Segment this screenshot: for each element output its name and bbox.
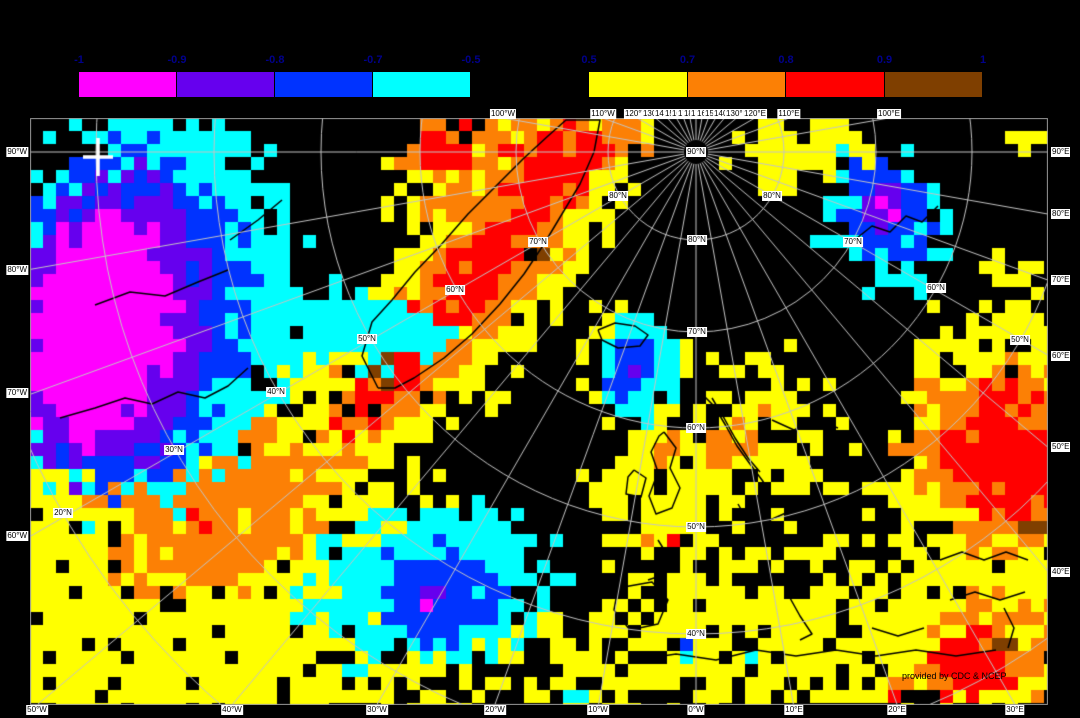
colorbar-segment (79, 72, 177, 97)
lat-label: 40°N (266, 387, 286, 397)
colorbar-tick-label: 0.7 (679, 54, 696, 66)
colorbar-segment (373, 72, 471, 97)
lat-label: 80°N (608, 191, 628, 201)
lon-label-bottom: 20°W (484, 705, 506, 715)
colorbar-tick-label: -0.5 (461, 54, 481, 66)
lon-label-bottom: 40°W (221, 705, 243, 715)
colorbar-tick-label: -1 (74, 54, 84, 66)
colorbar-segment (177, 72, 275, 97)
colorbar-tick-label: 0.5 (581, 54, 597, 66)
lon-label-top: 110°W (590, 109, 616, 119)
lat-label: 70°N (528, 237, 548, 247)
lat-label: 70°N (687, 327, 707, 337)
lon-label-left: 70°W (6, 388, 28, 398)
colorbar-segment (589, 72, 688, 97)
colorbar-negative (79, 72, 471, 97)
lon-label-top: 110°E (777, 109, 801, 119)
lon-label-top: 140°E (713, 109, 737, 119)
lon-label-left: 80°W (6, 265, 28, 275)
colorbar-segment (275, 72, 373, 97)
lon-label-right: 60°E (1051, 351, 1071, 361)
lon-label-right: 70°E (1051, 275, 1071, 285)
colorbar-segment (884, 72, 983, 97)
lat-label: 90°N (686, 147, 706, 157)
lon-label-top: 120°E (743, 109, 767, 119)
lon-label-left: 90°W (6, 147, 28, 157)
colorbar-tick-label: 0.8 (778, 54, 794, 66)
colorbar-tick-label: -0.8 (265, 54, 285, 66)
lon-label-bottom: 30°W (366, 705, 388, 715)
lon-label-bottom: 0°W (687, 705, 705, 715)
map-canvas (30, 118, 1048, 705)
colorbar-tick-label: -0.7 (363, 54, 383, 66)
lon-label-bottom: 50°W (26, 705, 48, 715)
colorbar-tick-label: -0.9 (167, 54, 187, 66)
lon-label-top: 120°W (623, 109, 651, 119)
lon-label-right: 90°E (1051, 147, 1071, 157)
lat-label: 30°N (164, 445, 184, 455)
colorbar-segment (786, 72, 885, 97)
lon-label-right: 80°E (1051, 209, 1071, 219)
lat-label: 20°N (53, 508, 73, 518)
lon-label-right: 50°E (1051, 442, 1071, 452)
lon-label-top: 130°E (725, 109, 749, 119)
lat-label: 80°N (687, 235, 707, 245)
lon-label-right: 40°E (1051, 567, 1071, 577)
lat-label: 70°N (843, 237, 863, 247)
lat-label: 50°N (686, 522, 706, 532)
colorbar-segment (687, 72, 786, 97)
lat-label: 60°N (686, 423, 706, 433)
lon-label-top: 100°W (489, 109, 517, 119)
lon-label-bottom: 20°E (887, 705, 907, 715)
colorbar-tick-label: 0.9 (876, 54, 893, 66)
lon-label-bottom: 10°W (587, 705, 609, 715)
lat-label: 40°N (686, 629, 706, 639)
colorbar-tick-label: 1 (979, 54, 987, 66)
lat-label: 60°N (445, 285, 465, 295)
lat-label: 80°N (762, 191, 782, 201)
attribution-text: provided by CDC & NCEP (902, 671, 1007, 681)
colorbar-positive (589, 72, 983, 97)
lon-label-left: 60°W (6, 531, 28, 541)
lat-label: 50°N (1010, 335, 1030, 345)
lon-label-bottom: 10°E (784, 705, 804, 715)
lat-label: 50°N (357, 334, 377, 344)
lon-label-bottom: 30°E (1005, 705, 1025, 715)
lon-label-top: 100°E (877, 109, 901, 119)
lat-label: 60°N (926, 283, 946, 293)
